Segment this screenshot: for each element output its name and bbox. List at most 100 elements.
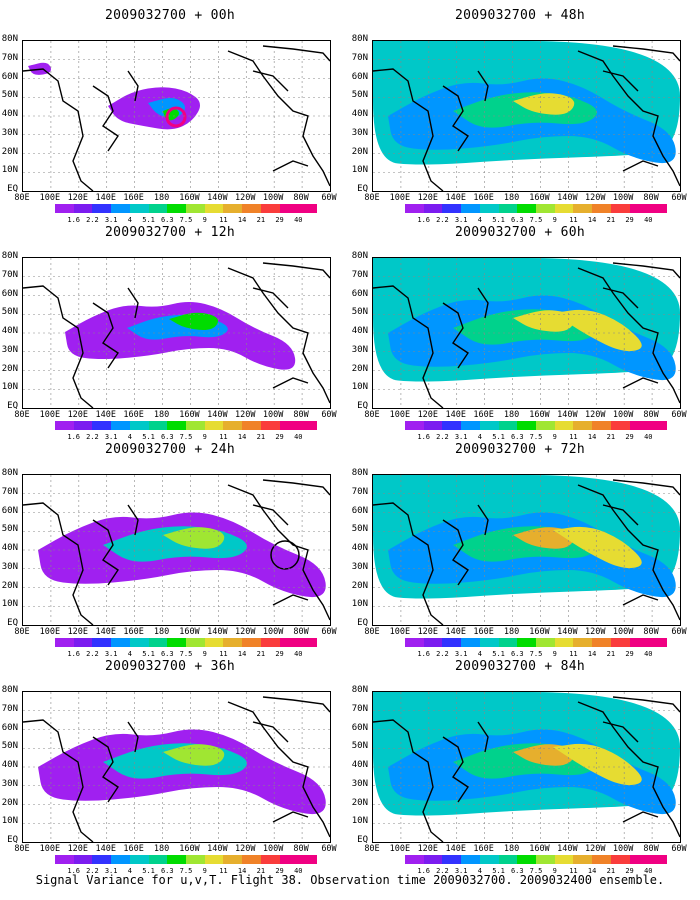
colorbar-swatch bbox=[223, 204, 243, 213]
colorbar-swatch bbox=[405, 638, 425, 647]
colorbar-label: 5.1 bbox=[492, 650, 505, 658]
colorbar-swatch bbox=[298, 855, 318, 864]
colorbar-label: 9 bbox=[552, 216, 557, 224]
colorbar-label: 6.3 bbox=[160, 216, 174, 224]
x-tick-label: 100E bbox=[39, 627, 61, 637]
x-tick-label: 100W bbox=[612, 410, 634, 420]
y-tick-label: 70N bbox=[351, 52, 368, 63]
panel-title: 2009032700 + 00h bbox=[104, 8, 236, 23]
coastline bbox=[577, 701, 680, 838]
map-frame bbox=[372, 474, 681, 626]
colorbar-swatch bbox=[610, 204, 631, 213]
x-tick-label: 100E bbox=[389, 844, 411, 854]
y-tick-label: 70N bbox=[351, 486, 368, 497]
coastline bbox=[442, 85, 469, 152]
y-tick-label: 50N bbox=[351, 90, 368, 101]
y-tick-label: 50N bbox=[351, 307, 368, 318]
map-panel: 2009032700 + 60h 80N 70N 60N 50N 40N 30N 20N 10N… bbox=[350, 225, 687, 441]
colorbar-label: 3.1 bbox=[104, 433, 118, 441]
colorbar-label: 21 bbox=[256, 433, 266, 441]
coastline bbox=[477, 504, 489, 536]
colorbar-label: 3.1 bbox=[454, 650, 468, 658]
colorbar-label: 11 bbox=[219, 433, 228, 441]
colorbar-swatch bbox=[129, 855, 150, 864]
coastline bbox=[477, 287, 489, 319]
colorbar-swatch bbox=[629, 638, 649, 647]
colorbar-swatch bbox=[536, 421, 556, 430]
colorbar-swatch bbox=[423, 638, 443, 647]
y-tick-label: EQ bbox=[357, 835, 368, 845]
colorbar-label: 3.1 bbox=[104, 867, 118, 875]
colorbar-label: 14 bbox=[237, 216, 247, 224]
colorbar-swatch bbox=[279, 421, 299, 430]
coastline bbox=[612, 479, 680, 496]
coastline bbox=[373, 719, 444, 842]
coastline bbox=[577, 267, 680, 404]
colorbar-swatch bbox=[592, 421, 612, 430]
x-tick-label: 140W bbox=[207, 844, 228, 854]
colorbar-label: 6.3 bbox=[160, 867, 174, 875]
colorbar-label: 21 bbox=[256, 650, 266, 658]
map-frame bbox=[372, 257, 681, 409]
x-tick-label: 80W bbox=[643, 627, 659, 637]
y-tick-label: 50N bbox=[1, 90, 18, 101]
observation-marker-circle bbox=[165, 106, 187, 128]
x-tick-label: 120W bbox=[235, 844, 256, 854]
x-tick-label: 160W bbox=[179, 193, 200, 203]
coastline bbox=[252, 504, 289, 526]
colorbar-swatch bbox=[648, 638, 668, 647]
x-tick-label: 100E bbox=[389, 410, 411, 420]
panel-title: 2009032700 + 72h bbox=[454, 442, 586, 457]
coastline bbox=[127, 70, 139, 102]
y-tick-label: 40N bbox=[1, 760, 18, 770]
colorbar-swatch bbox=[55, 638, 75, 647]
colorbar bbox=[405, 855, 668, 864]
coastline bbox=[477, 721, 489, 753]
coastline bbox=[23, 502, 94, 625]
colorbar-label: 3.1 bbox=[454, 867, 468, 875]
y-tick-label: 10N bbox=[1, 599, 18, 610]
y-tick-label: 10N bbox=[1, 165, 18, 176]
colorbar-swatch bbox=[479, 204, 500, 213]
y-tick-label: 80N bbox=[351, 251, 368, 261]
y-tick-label: 70N bbox=[1, 52, 18, 63]
colorbar-swatch bbox=[204, 638, 224, 647]
colorbar-label: 40 bbox=[644, 216, 653, 224]
colorbar-swatch bbox=[610, 638, 631, 647]
colorbar-label: 2.2 bbox=[86, 216, 99, 224]
map-panel: 2009032700 + 24h 80N 70N 60N 50N 40N 30N 20N 10N… bbox=[0, 442, 337, 658]
x-tick-label: 60W bbox=[671, 627, 687, 637]
colorbar-label: 40 bbox=[644, 650, 653, 658]
y-tick-label: 20N bbox=[351, 580, 368, 591]
colorbar-label: 29 bbox=[625, 650, 634, 658]
colorbar-swatch bbox=[517, 638, 537, 647]
x-tick-label: 80W bbox=[643, 410, 659, 420]
colorbar-swatch bbox=[73, 204, 93, 213]
panel-title: 2009032700 + 60h bbox=[454, 225, 586, 240]
colorbar-label: 9 bbox=[552, 650, 557, 658]
x-tick-label: 120E bbox=[417, 627, 439, 637]
x-tick-label: 60W bbox=[321, 627, 337, 637]
colorbar-swatch bbox=[479, 855, 500, 864]
colorbar-swatch bbox=[592, 204, 612, 213]
variance-map bbox=[23, 41, 330, 191]
x-tick-label: 80W bbox=[643, 844, 659, 854]
coastline bbox=[127, 721, 139, 753]
colorbar-swatch bbox=[186, 421, 206, 430]
y-tick-label: 50N bbox=[351, 524, 368, 535]
colorbar-swatch bbox=[648, 204, 668, 213]
colorbar-swatch bbox=[298, 204, 318, 213]
colorbar-swatch bbox=[648, 421, 668, 430]
y-tick-label: 20N bbox=[1, 146, 18, 157]
x-tick-label: 100W bbox=[262, 193, 284, 203]
colorbar bbox=[55, 421, 318, 430]
coastline bbox=[262, 479, 330, 496]
x-tick-label: 140E bbox=[445, 627, 466, 637]
colorbar-label: 9 bbox=[202, 433, 207, 441]
colorbar-swatch bbox=[260, 204, 281, 213]
y-tick-label: 20N bbox=[1, 580, 18, 591]
y-tick-label: 80N bbox=[1, 685, 18, 695]
y-tick-label: 70N bbox=[1, 269, 18, 280]
colorbar-label: 1.6 bbox=[67, 216, 81, 224]
colorbar-swatch bbox=[167, 421, 187, 430]
